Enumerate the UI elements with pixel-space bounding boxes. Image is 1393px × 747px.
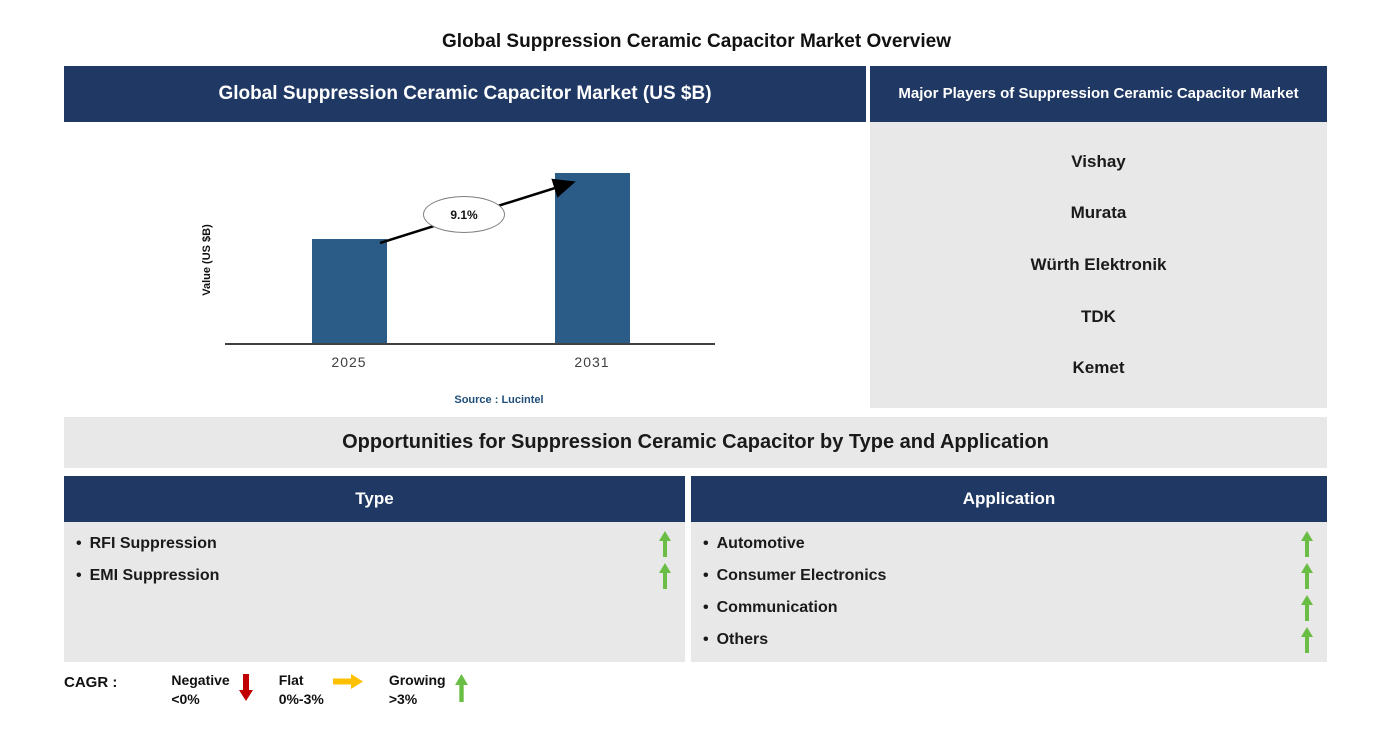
type-item: EMI Suppression (64, 560, 685, 592)
type-header: Type (64, 476, 685, 522)
growing-arrow-icon (454, 674, 468, 702)
application-column: Application Automotive Consumer Electron… (691, 476, 1327, 662)
type-list: RFI Suppression EMI Suppression (64, 522, 685, 662)
bar-chart-plot: 9.1% (225, 173, 715, 345)
legend-flat-label: Flat (278, 672, 304, 688)
right-arrow-icon (332, 674, 363, 689)
cagr-legend-label: CAGR : (64, 674, 118, 691)
y-axis-label: Value (US $B) (201, 224, 213, 296)
application-list: Automotive Consumer Electronics Communic… (691, 522, 1327, 662)
page-title: Global Suppression Ceramic Capacitor Mar… (442, 31, 951, 52)
legend-item-growing: Growing >3% (389, 671, 468, 709)
market-chart-header: Global Suppression Ceramic Capacitor Mar… (64, 66, 866, 122)
type-item: RFI Suppression (64, 528, 685, 560)
growing-arrow-icon (1301, 595, 1313, 621)
legend-flat-range: 0%-3% (278, 690, 324, 707)
major-players-header: Major Players of Suppression Ceramic Cap… (870, 66, 1327, 122)
legend-item-flat: Flat 0%-3% (279, 671, 363, 709)
x-tick-2031: 2031 (574, 354, 610, 370)
application-item: Consumer Electronics (691, 560, 1327, 592)
legend-growing-label: Growing (388, 672, 446, 688)
bar-2025 (312, 239, 387, 343)
type-column: Type RFI Suppression EMI Suppression (64, 476, 685, 662)
legend-negative-range: <0% (171, 690, 200, 707)
cagr-legend: CAGR : Negative <0% Flat 0%-3% Growing >… (64, 671, 494, 709)
application-item-label: Automotive (703, 535, 1301, 553)
cagr-annotation: 9.1% (423, 196, 505, 233)
growing-arrow-icon (659, 563, 671, 589)
application-item-label: Communication (703, 599, 1301, 617)
application-item-label: Consumer Electronics (703, 567, 1301, 585)
growing-arrow-icon (1301, 563, 1313, 589)
player-name: Würth Elektronik (1030, 254, 1167, 274)
growing-arrow-icon (1301, 531, 1313, 557)
application-item-label: Others (703, 631, 1301, 649)
application-header: Application (691, 476, 1327, 522)
x-tick-2025: 2025 (331, 354, 367, 370)
legend-growing-range: >3% (388, 690, 418, 707)
player-name: Vishay (1071, 151, 1126, 171)
source-label: Source : Lucintel (454, 394, 544, 406)
player-name: Murata (1070, 203, 1127, 223)
application-item: Others (691, 624, 1327, 656)
cagr-value: 9.1% (450, 207, 478, 222)
opportunities-title: Opportunities for Suppression Ceramic Ca… (64, 417, 1327, 468)
player-name: Kemet (1072, 358, 1125, 378)
legend-item-negative: Negative <0% (171, 671, 253, 709)
bar-2031 (555, 173, 630, 343)
growing-arrow-icon (659, 531, 671, 557)
major-players-list: Vishay Murata Würth Elektronik TDK Kemet (870, 122, 1327, 408)
down-arrow-icon (238, 674, 253, 701)
growing-arrow-icon (1301, 627, 1313, 653)
application-item: Automotive (691, 528, 1327, 560)
major-players-panel: Major Players of Suppression Ceramic Cap… (870, 66, 1327, 408)
player-name: TDK (1081, 306, 1116, 326)
type-item-label: EMI Suppression (76, 567, 659, 585)
market-chart-panel: Global Suppression Ceramic Capacitor Mar… (64, 66, 866, 412)
bar-chart: Value (US $B) 9.1% 2025 2031 S (64, 122, 866, 412)
legend-negative-label: Negative (171, 672, 230, 688)
type-item-label: RFI Suppression (76, 535, 659, 553)
application-item: Communication (691, 592, 1327, 624)
